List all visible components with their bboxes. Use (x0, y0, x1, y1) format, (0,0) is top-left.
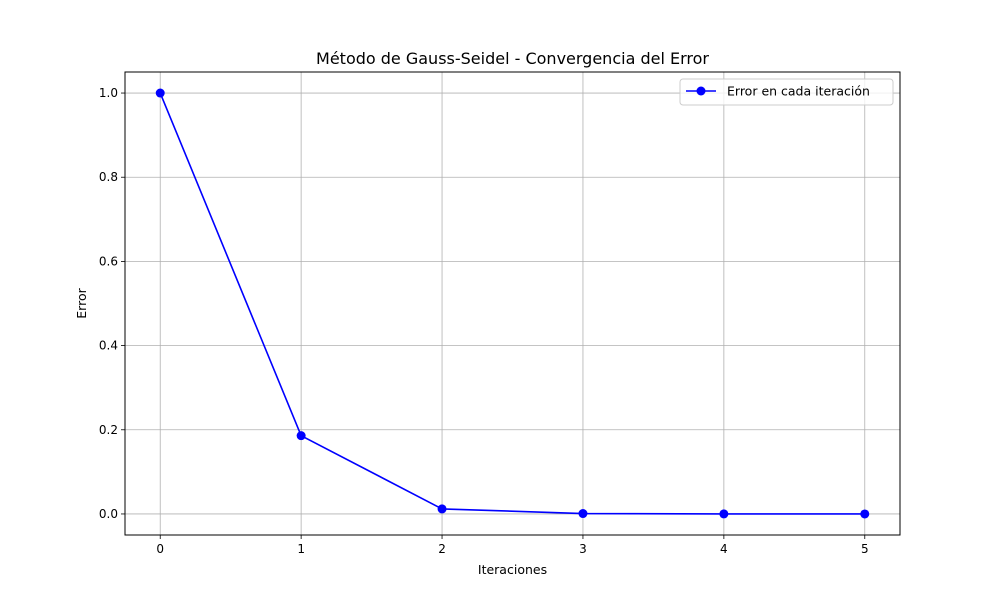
y-tick-label: 0.2 (99, 423, 118, 437)
x-tick-label: 4 (720, 542, 728, 556)
x-tick-label: 0 (156, 542, 164, 556)
plot-area-frame (124, 71, 901, 536)
series-layer (155, 88, 870, 519)
y-tick-label: 0.8 (99, 170, 118, 184)
x-tick-label: 2 (438, 542, 446, 556)
legend-box (679, 78, 894, 106)
data-point (296, 431, 306, 441)
legend-marker-swatch (696, 86, 706, 96)
chart-title: Método de Gauss-Seidel - Convergencia de… (316, 49, 709, 68)
y-axis-label: Error (74, 287, 89, 318)
legend-label: Error en cada iteración (727, 84, 870, 99)
data-point (860, 509, 870, 519)
series-line (159, 92, 865, 515)
x-tick-label: 3 (579, 542, 587, 556)
x-tick-label: 5 (861, 542, 869, 556)
x-tick-label: 1 (297, 542, 305, 556)
y-tick-label: 0.6 (99, 254, 118, 268)
x-axis-label: Iteraciones (478, 562, 547, 577)
y-tick-label: 0.4 (99, 339, 118, 353)
data-point (719, 509, 729, 519)
y-tick-label: 0.0 (99, 507, 118, 521)
y-tick-label: 1.0 (99, 86, 118, 100)
legend: Error en cada iteración (679, 78, 894, 106)
axis-ticks: 0 1 2 3 4 5 0.0 0.2 0.4 0.6 0.8 1.0 (99, 86, 869, 556)
data-point (155, 88, 165, 98)
data-point (437, 504, 447, 514)
data-point (578, 509, 588, 519)
